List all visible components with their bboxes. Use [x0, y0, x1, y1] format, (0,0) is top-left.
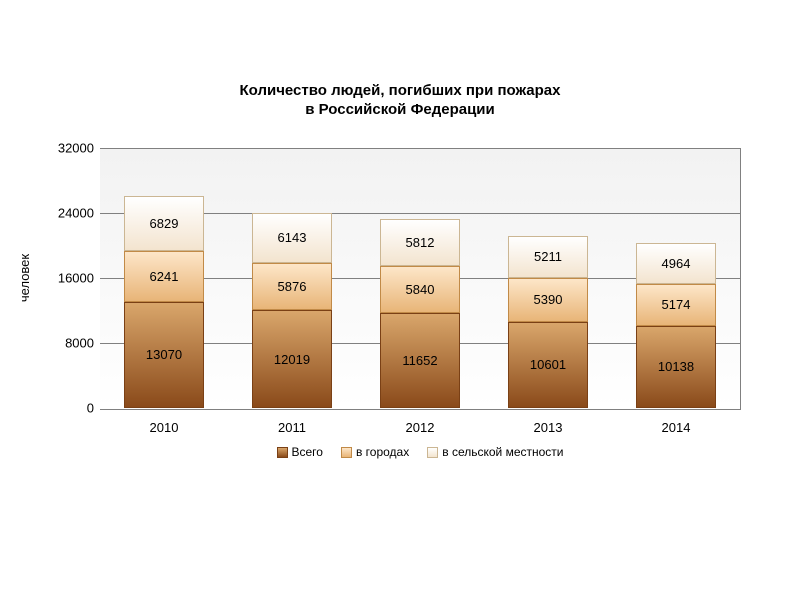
x-tick-label: 2010 — [150, 420, 179, 435]
bar-group: 1165258405812 — [380, 148, 459, 408]
bar-segment: 13070 — [124, 302, 203, 408]
bar-segment: 5840 — [380, 266, 459, 313]
legend-swatch — [341, 447, 352, 458]
x-tick-label: 2014 — [662, 420, 691, 435]
chart-container: Количество людей, погибших при пожарах в… — [0, 0, 800, 600]
bar-segment: 10601 — [508, 322, 587, 408]
chart-title: Количество людей, погибших при пожарах в… — [0, 82, 800, 120]
bar-group: 1060153905211 — [508, 148, 587, 408]
bar-group: 1201958766143 — [252, 148, 331, 408]
y-tick-label: 8000 — [48, 336, 94, 351]
legend-item: Всего — [277, 445, 323, 459]
y-tick-label: 16000 — [48, 271, 94, 286]
bar-segment: 5390 — [508, 278, 587, 322]
y-tick-label: 32000 — [48, 141, 94, 156]
legend-swatch — [427, 447, 438, 458]
y-tick-label: 0 — [48, 401, 94, 416]
bar-group: 1013851744964 — [636, 148, 715, 408]
legend-label: в сельской местности — [442, 445, 563, 459]
y-tick-label: 24000 — [48, 206, 94, 221]
bar-segment: 5211 — [508, 236, 587, 278]
legend-item: в сельской местности — [427, 445, 563, 459]
legend: Всего в городах в сельской местности — [100, 445, 740, 459]
bar-segment: 6829 — [124, 196, 203, 251]
legend-label: в городах — [356, 445, 409, 459]
x-tick-label: 2012 — [406, 420, 435, 435]
legend-label: Всего — [292, 445, 323, 459]
bar-segment: 4964 — [636, 243, 715, 283]
bar-segment: 6143 — [252, 213, 331, 263]
bar-segment: 6241 — [124, 251, 203, 302]
y-axis-label: человек — [17, 254, 32, 302]
bar-group: 1307062416829 — [124, 148, 203, 408]
bar-segment: 5812 — [380, 219, 459, 266]
x-tick-label: 2013 — [534, 420, 563, 435]
bar-segment: 5174 — [636, 284, 715, 326]
bar-segment: 10138 — [636, 326, 715, 408]
bar-segment: 12019 — [252, 310, 331, 408]
x-tick-label: 2011 — [278, 420, 306, 435]
legend-swatch — [277, 447, 288, 458]
legend-item: в городах — [341, 445, 409, 459]
bar-segment: 11652 — [380, 313, 459, 408]
bar-segment: 5876 — [252, 263, 331, 311]
